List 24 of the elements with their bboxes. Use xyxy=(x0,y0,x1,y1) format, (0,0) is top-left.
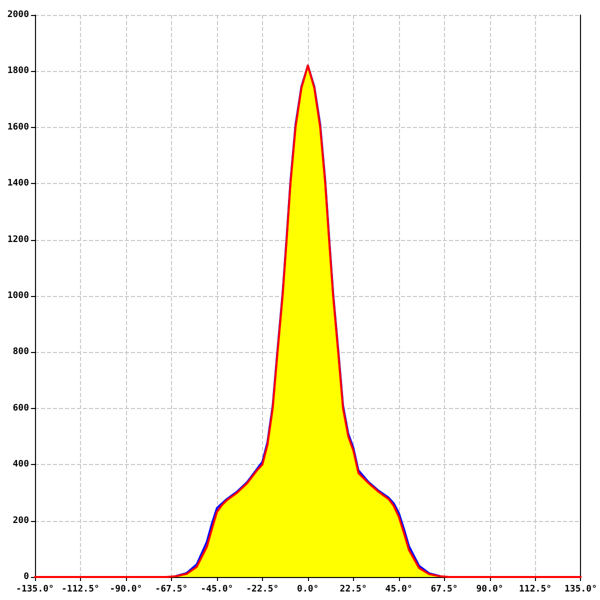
x-tick-label: 67.5° xyxy=(430,584,458,594)
x-tick-label: 22.5° xyxy=(340,584,367,594)
y-tick-label: 0 xyxy=(24,572,29,582)
y-tick-label: 1800 xyxy=(7,66,29,76)
y-tick-label: 600 xyxy=(12,403,29,414)
x-tick-label: -112.5° xyxy=(62,584,100,594)
x-tick-label: 0.0° xyxy=(297,584,319,594)
x-tick-label: -45.0° xyxy=(200,584,234,594)
y-tick-label: 800 xyxy=(12,347,29,358)
x-tick-label: -90.0° xyxy=(110,584,142,594)
y-tick-label: 1400 xyxy=(7,178,29,189)
x-tick-label: 45.0° xyxy=(385,584,412,594)
x-tick-label: -67.5° xyxy=(155,584,188,594)
x-tick-label: 135.0° xyxy=(564,584,597,594)
y-tick-label: 400 xyxy=(12,460,29,470)
y-tick-label: 1000 xyxy=(7,291,29,301)
y-tick-label: 2000 xyxy=(7,10,29,20)
x-tick-label: 112.5° xyxy=(519,584,552,594)
x-tick-label: -135.0° xyxy=(16,584,54,594)
x-tick-label: 90.0° xyxy=(476,584,504,594)
y-tick-label: 1600 xyxy=(7,122,29,132)
x-tick-label: -22.5° xyxy=(246,584,279,594)
y-tick-label: 1200 xyxy=(7,234,29,245)
y-tick-label: 200 xyxy=(12,516,29,526)
